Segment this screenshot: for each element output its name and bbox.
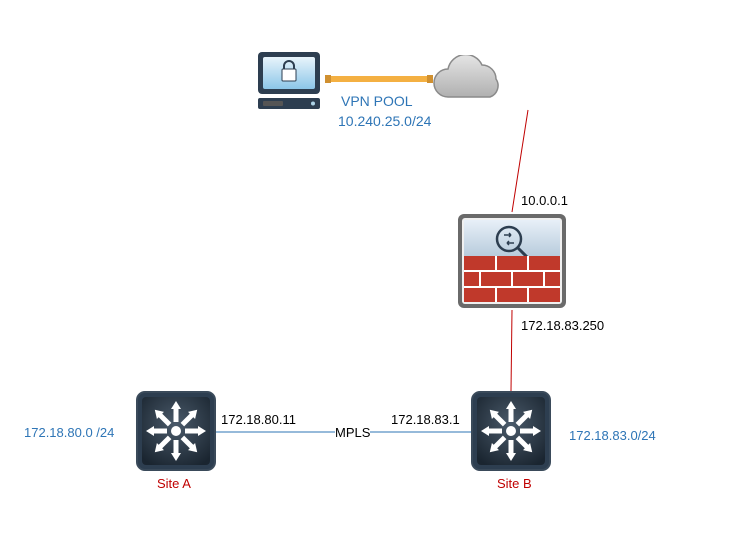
site-b-network: 172.18.83.0/24 [569,428,656,443]
firewall-outside-ip: 10.0.0.1 [521,193,568,208]
site-a-label: Site A [157,476,191,491]
site-a-network: 172.18.80.0 /24 [24,425,114,440]
firewall-switchb-link [511,310,512,391]
cloud-icon [430,55,512,110]
vpn-pool-ip: 10.240.25.0/24 [338,113,431,129]
diagram-canvas [0,0,742,552]
site-b-ip: 172.18.83.1 [391,412,460,427]
switch-a-icon [135,390,217,472]
site-a-ip: 172.18.80.11 [221,412,296,427]
site-b-label: Site B [497,476,532,491]
vpn-pool-title: VPN POOL [341,93,413,109]
switch-b-icon [470,390,552,472]
firewall-icon [456,212,568,310]
mpls-label: MPLS [335,425,370,440]
firewall-inside-ip: 172.18.83.250 [521,318,604,333]
vpn-client-icon [250,50,328,113]
